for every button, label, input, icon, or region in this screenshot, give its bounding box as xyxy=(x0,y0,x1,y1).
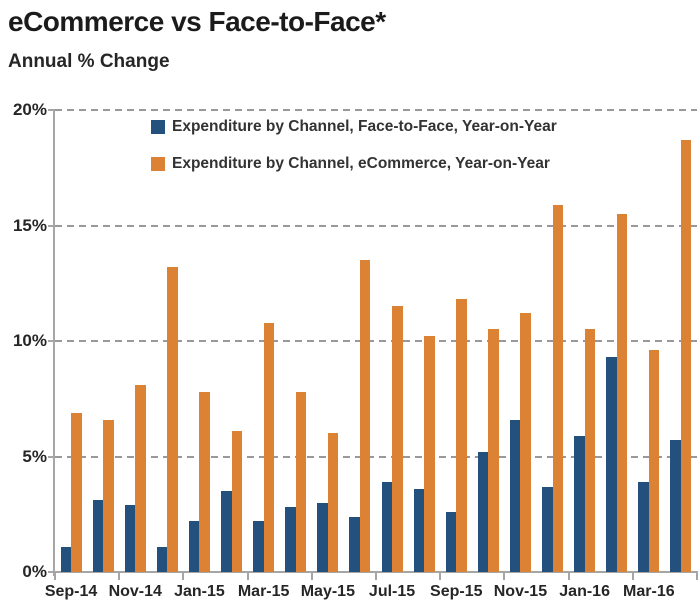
bar-face_to_face-May-15 xyxy=(317,502,328,572)
bar-ecommerce-Mar-15 xyxy=(263,322,275,572)
x-axis-tick xyxy=(310,573,313,580)
y-axis-label-15pct: 15% xyxy=(12,215,47,235)
bar-face_to_face-Feb-15 xyxy=(221,491,232,572)
bar-face_to_face-Jan-15 xyxy=(188,521,200,572)
x-axis-label-Mar-15: Mar-15 xyxy=(237,583,290,600)
legend-label-ecommerce: Expenditure by Channel, eCommerce, Year-… xyxy=(172,155,550,172)
x-axis-label-May-15: May-15 xyxy=(300,583,355,600)
x-axis-tick xyxy=(503,573,506,580)
x-axis-tick xyxy=(182,573,185,580)
bar-face_to_face-Apr-15 xyxy=(285,507,296,572)
bar-face_to_face-Jan-16 xyxy=(574,435,585,572)
gridline-20pct xyxy=(55,109,697,111)
bar-ecommerce-Jan-16 xyxy=(584,329,596,572)
bar-face_to_face-Jun-15 xyxy=(349,516,360,572)
x-axis-label-Sep-14: Sep-14 xyxy=(44,583,98,600)
x-axis-tick xyxy=(246,573,249,580)
legend-swatch-face-to-face xyxy=(151,120,165,134)
legend-swatch-ecommerce xyxy=(151,157,165,171)
bar-ecommerce-Nov-15 xyxy=(520,313,531,572)
x-axis-tick xyxy=(439,573,442,580)
bar-ecommerce-Sep-15 xyxy=(456,299,467,572)
y-axis-tick xyxy=(48,224,55,227)
gridline-10pct xyxy=(55,340,697,342)
bar-face_to_face-Mar-15 xyxy=(253,521,264,572)
x-axis-label-Nov-15: Nov-15 xyxy=(493,583,548,600)
x-axis-label-Jan-16: Jan-16 xyxy=(559,583,610,600)
x-axis-tick xyxy=(118,573,121,580)
x-axis-tick xyxy=(567,573,570,580)
x-axis-tick xyxy=(631,573,634,580)
bar-ecommerce-Jul-15 xyxy=(392,306,403,572)
x-axis-tick xyxy=(696,573,698,580)
legend-item-ecommerce: Expenditure by Channel, eCommerce, Year-… xyxy=(151,155,550,173)
bar-ecommerce-Sep-14 xyxy=(71,412,82,572)
y-axis-label-5pct: 5% xyxy=(22,446,47,466)
x-axis-label-Nov-14: Nov-14 xyxy=(108,583,162,600)
gridline-5pct xyxy=(55,455,697,458)
bar-ecommerce-Dec-15 xyxy=(552,204,564,572)
chart-subtitle: Annual % Change xyxy=(8,51,170,72)
x-axis-label-Jan-15: Jan-15 xyxy=(174,583,225,600)
legend-label-face-to-face: Expenditure by Channel, Face-to-Face, Ye… xyxy=(172,118,557,135)
y-axis-label-10pct: 10% xyxy=(12,331,47,350)
y-axis-tick xyxy=(48,340,55,342)
x-axis-tick xyxy=(54,573,56,580)
bar-face_to_face-Oct-15 xyxy=(477,451,489,572)
bar-face_to_face-Nov-15 xyxy=(509,419,521,572)
bar-ecommerce-Apr-16 xyxy=(680,140,692,572)
bar-ecommerce-Jan-15 xyxy=(199,391,210,572)
y-axis-label-0pct: 0% xyxy=(22,562,47,581)
bar-face_to_face-Mar-16 xyxy=(638,481,649,572)
bar-ecommerce-Jun-15 xyxy=(359,260,371,572)
bar-face_to_face-Apr-16 xyxy=(670,440,681,572)
x-axis-line xyxy=(53,571,698,573)
bar-ecommerce-Dec-14 xyxy=(167,267,178,572)
x-axis-label-Jul-15: Jul-15 xyxy=(368,583,416,600)
bar-face_to_face-Feb-16 xyxy=(606,357,617,572)
bar-face_to_face-Dec-15 xyxy=(542,486,553,572)
bar-face_to_face-Nov-14 xyxy=(124,505,136,572)
x-axis-tick xyxy=(375,573,377,580)
x-axis-label-Sep-15: Sep-15 xyxy=(430,583,483,600)
bar-ecommerce-Feb-15 xyxy=(231,431,243,572)
bar-ecommerce-Feb-16 xyxy=(616,213,628,572)
y-axis-line xyxy=(53,110,55,576)
bar-ecommerce-Apr-15 xyxy=(295,391,307,572)
legend-item-face-to-face: Expenditure by Channel, Face-to-Face, Ye… xyxy=(151,118,557,136)
bar-face_to_face-Aug-15 xyxy=(413,488,425,572)
x-axis-label-Mar-16: Mar-16 xyxy=(623,583,675,600)
gridline-15pct xyxy=(55,224,697,227)
y-axis-tick xyxy=(48,571,55,573)
bar-ecommerce-Oct-15 xyxy=(488,329,499,572)
bar-face_to_face-Jul-15 xyxy=(381,481,393,572)
bar-face_to_face-Oct-14 xyxy=(92,500,104,572)
bar-ecommerce-Nov-14 xyxy=(135,384,146,572)
y-axis-tick xyxy=(48,109,55,111)
y-axis-tick xyxy=(48,455,55,458)
bar-ecommerce-Mar-16 xyxy=(648,350,660,572)
bar-face_to_face-Dec-14 xyxy=(156,546,168,572)
y-axis-label-20pct: 20% xyxy=(12,100,47,119)
bar-ecommerce-Oct-14 xyxy=(103,419,114,572)
bar-face_to_face-Sep-14 xyxy=(60,546,72,572)
bar-ecommerce-Aug-15 xyxy=(424,336,435,572)
bar-ecommerce-May-15 xyxy=(327,433,339,572)
bar-face_to_face-Sep-15 xyxy=(445,511,457,572)
chart-title: eCommerce vs Face-to-Face* xyxy=(8,6,386,37)
